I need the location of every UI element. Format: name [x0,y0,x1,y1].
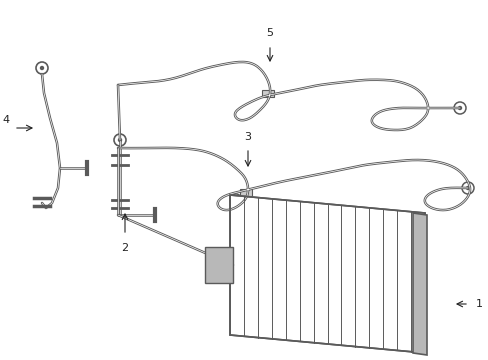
Circle shape [466,186,468,189]
Text: 3: 3 [244,132,251,142]
Text: 5: 5 [266,28,273,38]
Text: 4: 4 [3,115,10,125]
Text: 2: 2 [121,243,128,253]
Bar [240,189,251,195]
Text: 1: 1 [475,299,482,309]
Circle shape [458,107,461,109]
Polygon shape [229,195,424,353]
Bar [262,90,273,96]
Circle shape [118,139,121,141]
Circle shape [234,198,237,202]
Bar [204,247,232,283]
Polygon shape [412,213,426,355]
Circle shape [41,67,43,69]
